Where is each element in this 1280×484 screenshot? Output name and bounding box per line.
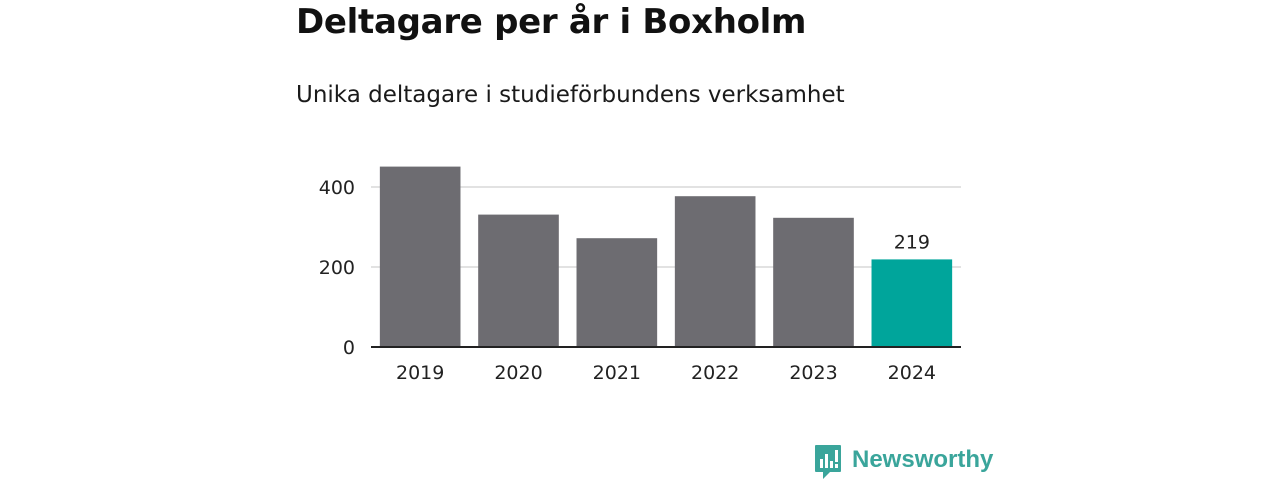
gridlines	[371, 186, 961, 268]
value-label: 219	[894, 231, 930, 253]
y-tick-label: 0	[343, 337, 355, 359]
x-tick-label: 2021	[593, 362, 641, 384]
value-labels: 219	[894, 231, 930, 253]
bar-2020	[478, 214, 559, 347]
y-tick-label: 400	[319, 177, 355, 199]
chart-subtitle: Unika deltagare i studieförbundens verks…	[296, 82, 845, 108]
bars	[379, 166, 953, 347]
brand-name: Newsworthy	[852, 446, 994, 473]
x-tick-label: 2023	[789, 362, 837, 384]
x-tick-label: 2020	[494, 362, 542, 384]
y-tick-label: 200	[319, 257, 355, 279]
bar-2023	[773, 217, 854, 347]
bar-2019	[379, 166, 461, 347]
chart-title: Deltagare per år i Boxholm	[296, 2, 807, 42]
x-axis-ticks: 2019 2020 2021 2022 2023 2024	[396, 362, 936, 384]
x-tick-label: 2024	[888, 362, 936, 384]
bar-2022	[674, 196, 756, 347]
bar-chart-bubble-icon	[815, 445, 841, 479]
y-axis-ticks: 0 200 400	[319, 177, 355, 359]
bar-2021	[576, 238, 658, 347]
x-tick-label: 2019	[396, 362, 444, 384]
x-tick-label: 2022	[691, 362, 739, 384]
bar-2024	[871, 259, 953, 347]
newsworthy-logo: Newsworthy	[814, 444, 993, 484]
